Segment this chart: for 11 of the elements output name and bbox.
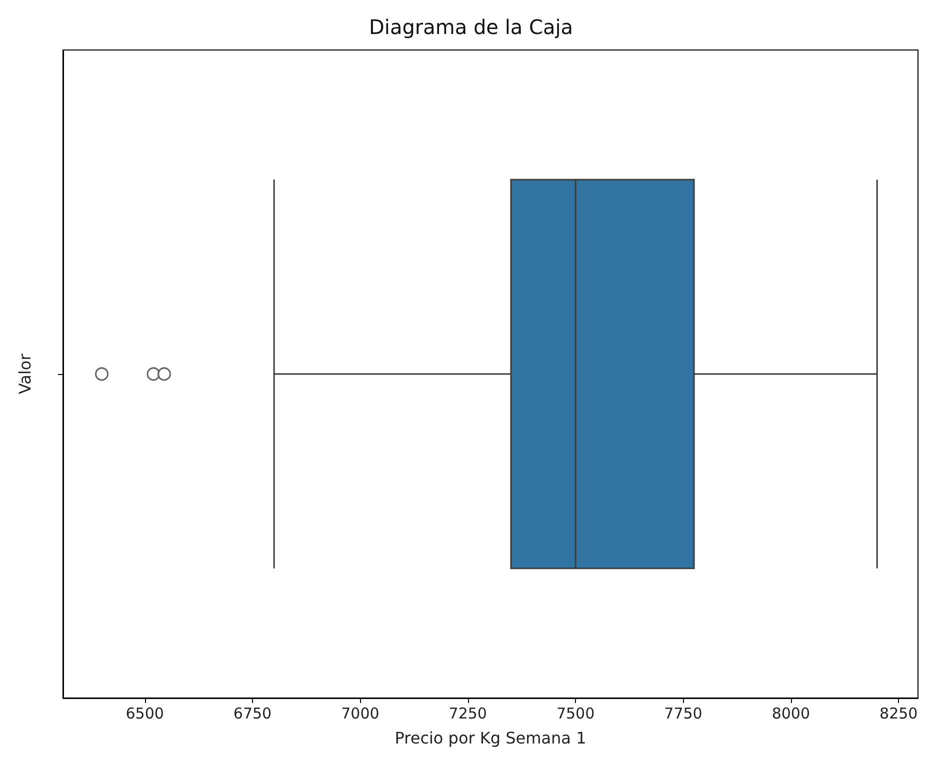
x-tick-label: 7250 [448, 704, 487, 722]
x-tick-label: 6750 [233, 704, 272, 722]
chart-title: Diagrama de la Caja [368, 15, 574, 39]
x-tick-label: 8000 [772, 704, 810, 722]
y-axis-title: Valor [16, 353, 34, 394]
x-axis-title: Precio por Kg Semana 1 [394, 728, 586, 748]
x-tick-label: 7750 [664, 704, 702, 722]
x-tick-label: 7000 [341, 704, 380, 722]
x-tick-label: 6500 [126, 704, 164, 722]
x-tick-label: 8250 [880, 704, 918, 722]
x-tick-label: 7500 [556, 704, 595, 722]
